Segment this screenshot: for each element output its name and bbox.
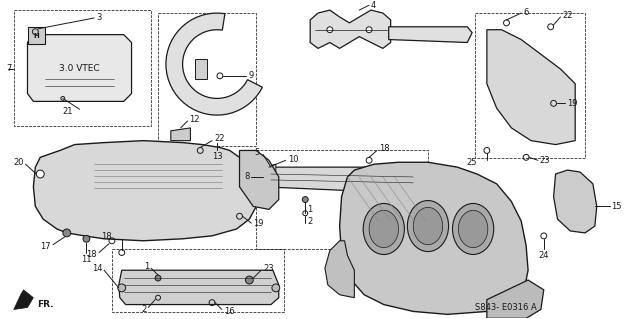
Bar (13, 10, 151, 126)
Text: 21: 21 (63, 107, 74, 116)
Circle shape (63, 229, 70, 237)
Bar (158, 13, 256, 145)
Text: 23: 23 (540, 156, 550, 165)
Text: 10: 10 (287, 155, 298, 164)
Ellipse shape (407, 201, 449, 252)
Polygon shape (487, 280, 544, 318)
Text: 23: 23 (263, 264, 274, 273)
Polygon shape (171, 128, 191, 141)
Circle shape (302, 197, 308, 203)
Text: 16: 16 (224, 307, 234, 316)
Ellipse shape (369, 210, 399, 248)
Text: 4: 4 (371, 1, 376, 10)
Ellipse shape (363, 204, 404, 255)
Text: 13: 13 (212, 152, 222, 161)
Text: 22: 22 (563, 11, 573, 19)
Text: 12: 12 (189, 115, 200, 123)
Polygon shape (13, 290, 33, 309)
Circle shape (36, 170, 44, 178)
Polygon shape (119, 270, 279, 305)
Text: 24: 24 (538, 251, 549, 260)
Text: 7: 7 (6, 64, 12, 73)
Bar (475, 13, 585, 158)
Polygon shape (325, 241, 355, 298)
Circle shape (155, 275, 161, 281)
Text: 9: 9 (248, 71, 253, 80)
Circle shape (366, 27, 372, 33)
Circle shape (272, 284, 280, 292)
Polygon shape (487, 30, 575, 145)
Polygon shape (263, 164, 276, 202)
Text: 5: 5 (254, 148, 259, 157)
Text: 15: 15 (611, 202, 622, 211)
Text: 20: 20 (13, 158, 24, 167)
Text: 2: 2 (141, 305, 147, 314)
Ellipse shape (413, 207, 443, 245)
Text: FR.: FR. (37, 300, 54, 309)
Text: 14: 14 (92, 264, 102, 273)
Ellipse shape (452, 204, 493, 255)
Text: 2: 2 (307, 217, 312, 226)
Polygon shape (263, 167, 426, 194)
Ellipse shape (458, 210, 488, 248)
Circle shape (83, 235, 90, 242)
Text: 11: 11 (81, 255, 92, 263)
Text: 3.0 VTEC: 3.0 VTEC (60, 64, 100, 73)
Circle shape (327, 27, 333, 33)
Bar (112, 249, 284, 312)
Text: 19: 19 (567, 99, 578, 108)
Text: 1: 1 (307, 205, 312, 214)
Circle shape (118, 284, 125, 292)
Text: 19: 19 (253, 219, 264, 227)
Text: 25: 25 (467, 158, 477, 167)
Circle shape (245, 276, 253, 284)
Polygon shape (166, 13, 262, 115)
Text: S843- E0316 A: S843- E0316 A (475, 303, 537, 312)
Polygon shape (554, 170, 596, 233)
Polygon shape (195, 59, 207, 79)
Polygon shape (388, 27, 472, 42)
Polygon shape (340, 162, 528, 315)
Polygon shape (310, 10, 390, 48)
Text: H: H (33, 33, 39, 39)
Bar (28, 27, 45, 44)
Bar (256, 151, 428, 249)
Polygon shape (28, 35, 132, 101)
Text: 6: 6 (523, 8, 529, 17)
Text: 1: 1 (144, 262, 149, 271)
Text: 3: 3 (96, 13, 102, 22)
Polygon shape (239, 151, 279, 209)
Polygon shape (413, 164, 428, 200)
Text: 18: 18 (379, 144, 390, 153)
Text: 18: 18 (86, 250, 97, 259)
Text: 18: 18 (101, 232, 112, 241)
Polygon shape (33, 141, 259, 241)
Text: 22: 22 (214, 134, 225, 143)
Text: 8: 8 (244, 173, 250, 182)
Text: 17: 17 (40, 242, 51, 251)
